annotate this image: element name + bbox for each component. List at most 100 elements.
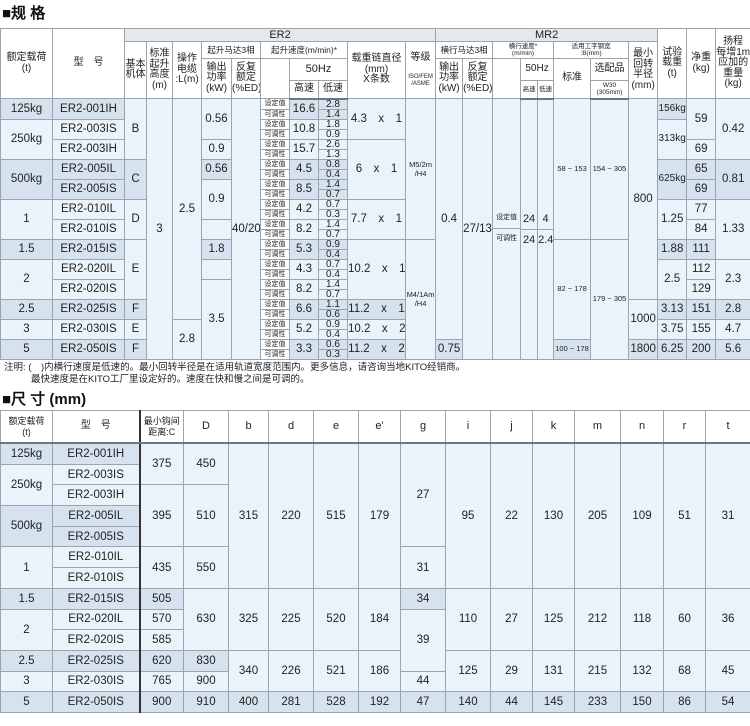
hoist-speed-low-adjustable: 0.9: [318, 128, 348, 140]
hoist-speed-low-adjustable: 0.7: [318, 188, 348, 200]
spec-cell-model: ER2-010IS: [52, 218, 125, 240]
spec-cell-weight: 200: [686, 338, 717, 360]
header-min-radius: 最小 回转 半径 (mm): [628, 41, 659, 99]
spec-table-body: 125kg ER2-001IH B 3 2.5 0.56 40/20 设定值 16.6 2.8 4.…: [0, 98, 750, 360]
header-trav-output: 输出 功率 (kW): [435, 58, 464, 99]
dims-header-m: m: [574, 410, 621, 444]
dims-cell-m: 233: [574, 691, 621, 713]
header-trav-speed: 横行速度* (m/min): [492, 41, 555, 59]
dims-cell-c: 585: [139, 629, 184, 651]
header-cable: 操作 电缆 :L(m): [172, 41, 202, 99]
dims-cell-capacity: 125kg: [0, 442, 53, 465]
spec-cell-chain: 6 x 1: [347, 138, 406, 200]
spec-cell-body: C: [124, 158, 147, 200]
hoist-speed-low-adjustable: 0.6: [318, 308, 348, 320]
dims-cell-model: ER2-010IL: [52, 546, 141, 569]
spec-cell-body: D: [124, 198, 147, 240]
spec-cell-per-m: 2.3: [715, 258, 750, 300]
trav-speed-set-low: 4: [538, 209, 553, 230]
speed-label-set: 设定值: [260, 318, 290, 330]
spec-subrow: 可调性 0.3: [1, 348, 750, 360]
dims-cell-m: 215: [574, 649, 621, 693]
spec-cell-hoist-speed-high: 15.7: [289, 138, 319, 160]
spec-cell-test-load: 1.88: [657, 238, 688, 260]
dims-cell-d: 226: [268, 649, 314, 693]
spec-row: 250kg ER2-003IS 设定值 10.8 1.8 313kg: [0, 118, 750, 160]
dims-cell-d: 510: [183, 484, 229, 548]
dims-cell-n: 118: [620, 587, 664, 651]
header-weight: 净重 (kg): [686, 28, 717, 99]
speed-label-adjustable: 可调性: [260, 248, 290, 260]
spec-cell-hoist-speed-high: 3.3: [289, 338, 319, 360]
dims-cell-e2: 192: [358, 691, 401, 713]
spec-cell-model: ER2-001IH: [52, 98, 125, 120]
dims-cell-model: ER2-010IS: [52, 567, 141, 589]
dims-cell-b: 315: [228, 442, 269, 589]
spec-cell-test-load: 3.13: [657, 298, 688, 320]
speed-label-adjustable: 可调性: [260, 308, 290, 320]
dims-cell-model: ER2-030IS: [52, 670, 141, 693]
trav-speed-low: 4 2.4: [537, 98, 555, 360]
spec-cell-per-m: 5.6: [715, 338, 750, 360]
speed-label-set: 设定值: [260, 178, 290, 190]
dims-cell-e2: 184: [358, 587, 401, 651]
spec-cell-test-load: 156kg: [657, 98, 688, 120]
hoist-speed-low-adjustable: 0.4: [318, 328, 348, 340]
speed-label-adjustable: 可调性: [260, 228, 290, 240]
speed-label-adjustable: 可调性: [260, 328, 290, 340]
spec-cell-flange-opt: 154 ~ 305: [590, 98, 630, 240]
spec-cell-body: E: [124, 318, 147, 340]
spec-cell-body: F: [124, 298, 147, 320]
trav-speed-set-label: 设定值: [493, 208, 520, 230]
dims-row: ER2-020IS 585: [1, 629, 750, 651]
dims-row: 5 ER2-050IS 900 910 400 281 528 192 47 140 44 145 23…: [0, 691, 750, 713]
spec-cell-test-load: 2.5: [657, 258, 688, 300]
dims-cell-capacity: 500kg: [0, 505, 53, 548]
spec-row: 3 ER2-030IS E 2.8 设定值 5.2 0.9 10.2 x 2 3.75 155 4.…: [0, 318, 750, 360]
dims-cell-g: 44: [400, 670, 446, 693]
hoist-speed-low-adjustable: 0.3: [318, 348, 348, 360]
spec-row: 2 ER2-020IL 设定值 4.3 0.7 2.5 112 2.3: [0, 258, 750, 300]
header-hoist-duty: 反复 额定 (%ED): [231, 58, 261, 99]
footnote-line-1: 注明: ( )内横行速度是低速的。最小回转半径是在适用轨道宽度范围内。更多信息，…: [4, 362, 466, 373]
spec-cell-trav-power: 0.4: [435, 98, 464, 340]
dims-cell-model: ER2-050IS: [52, 691, 141, 713]
header-lift: 标准 起升 高度 (m): [146, 41, 173, 99]
dims-row: 2 ER2-020IL 570 39: [0, 608, 750, 672]
speed-label-set: 设定值: [260, 298, 290, 310]
spec-cell-body: B: [124, 98, 147, 160]
hoist-speed-low-set: 1.8: [318, 118, 348, 130]
hoist-speed-low-adjustable: 0.3: [318, 208, 348, 220]
header-grade-label: 等级: [410, 51, 431, 63]
hoist-speed-low-set: 2.6: [318, 138, 348, 150]
speed-label-adjustable: 可调性: [260, 148, 290, 160]
spec-cell-capacity: 5: [0, 338, 53, 360]
dims-cell-d: 630: [183, 587, 229, 651]
hoist-speed-low-adjustable: 1.3: [318, 148, 348, 160]
trav-speed-stack: 4 2.4: [538, 100, 553, 359]
spec-cell-chain: 11.2 x 2: [347, 338, 406, 360]
spec-cell-model: ER2-005IL: [52, 158, 125, 180]
speed-label-set: 设定值: [260, 138, 290, 150]
dims-cell-c: 570: [139, 608, 184, 631]
dims-section-title: ■尺 寸 (mm): [2, 391, 87, 408]
spec-cell-hoist-power: 0.56: [201, 98, 232, 140]
spec-section-title: ■规 格: [2, 5, 46, 22]
spec-row: ER2-005IS 0.9 设定值 8.5 1.4 69: [1, 178, 750, 220]
trav-speed-high: 24 24: [520, 98, 539, 360]
dims-cell-t: 45: [705, 649, 750, 693]
spec-cell-per-m: 1.33: [715, 198, 750, 260]
spec-row: 1.5 ER2-015IS E 1.8 设定值 5.3 0.9 10.2 x 1 M4/1Am …: [0, 238, 750, 360]
dims-cell-capacity: 250kg: [0, 463, 53, 507]
dims-cell-n: 109: [620, 442, 664, 589]
spec-cell-per-m: 2.8: [715, 298, 750, 320]
speed-label-adjustable: 可调性: [260, 208, 290, 220]
spec-row: 5 ER2-050IS F 设定值 3.3 0.6 11.2 x 2 0.75 100 ~ 17…: [0, 338, 750, 360]
spec-cell-trav-duty: 27/13: [462, 98, 494, 360]
spec-cell-weight: 155: [686, 318, 717, 340]
dims-row: 125kg ER2-001IH 375 450 315 220 515 179 27 95 22 13…: [0, 442, 750, 589]
header-trav-low: 低速: [537, 80, 555, 100]
trav-speed-adj-label: 可调性: [496, 235, 518, 243]
